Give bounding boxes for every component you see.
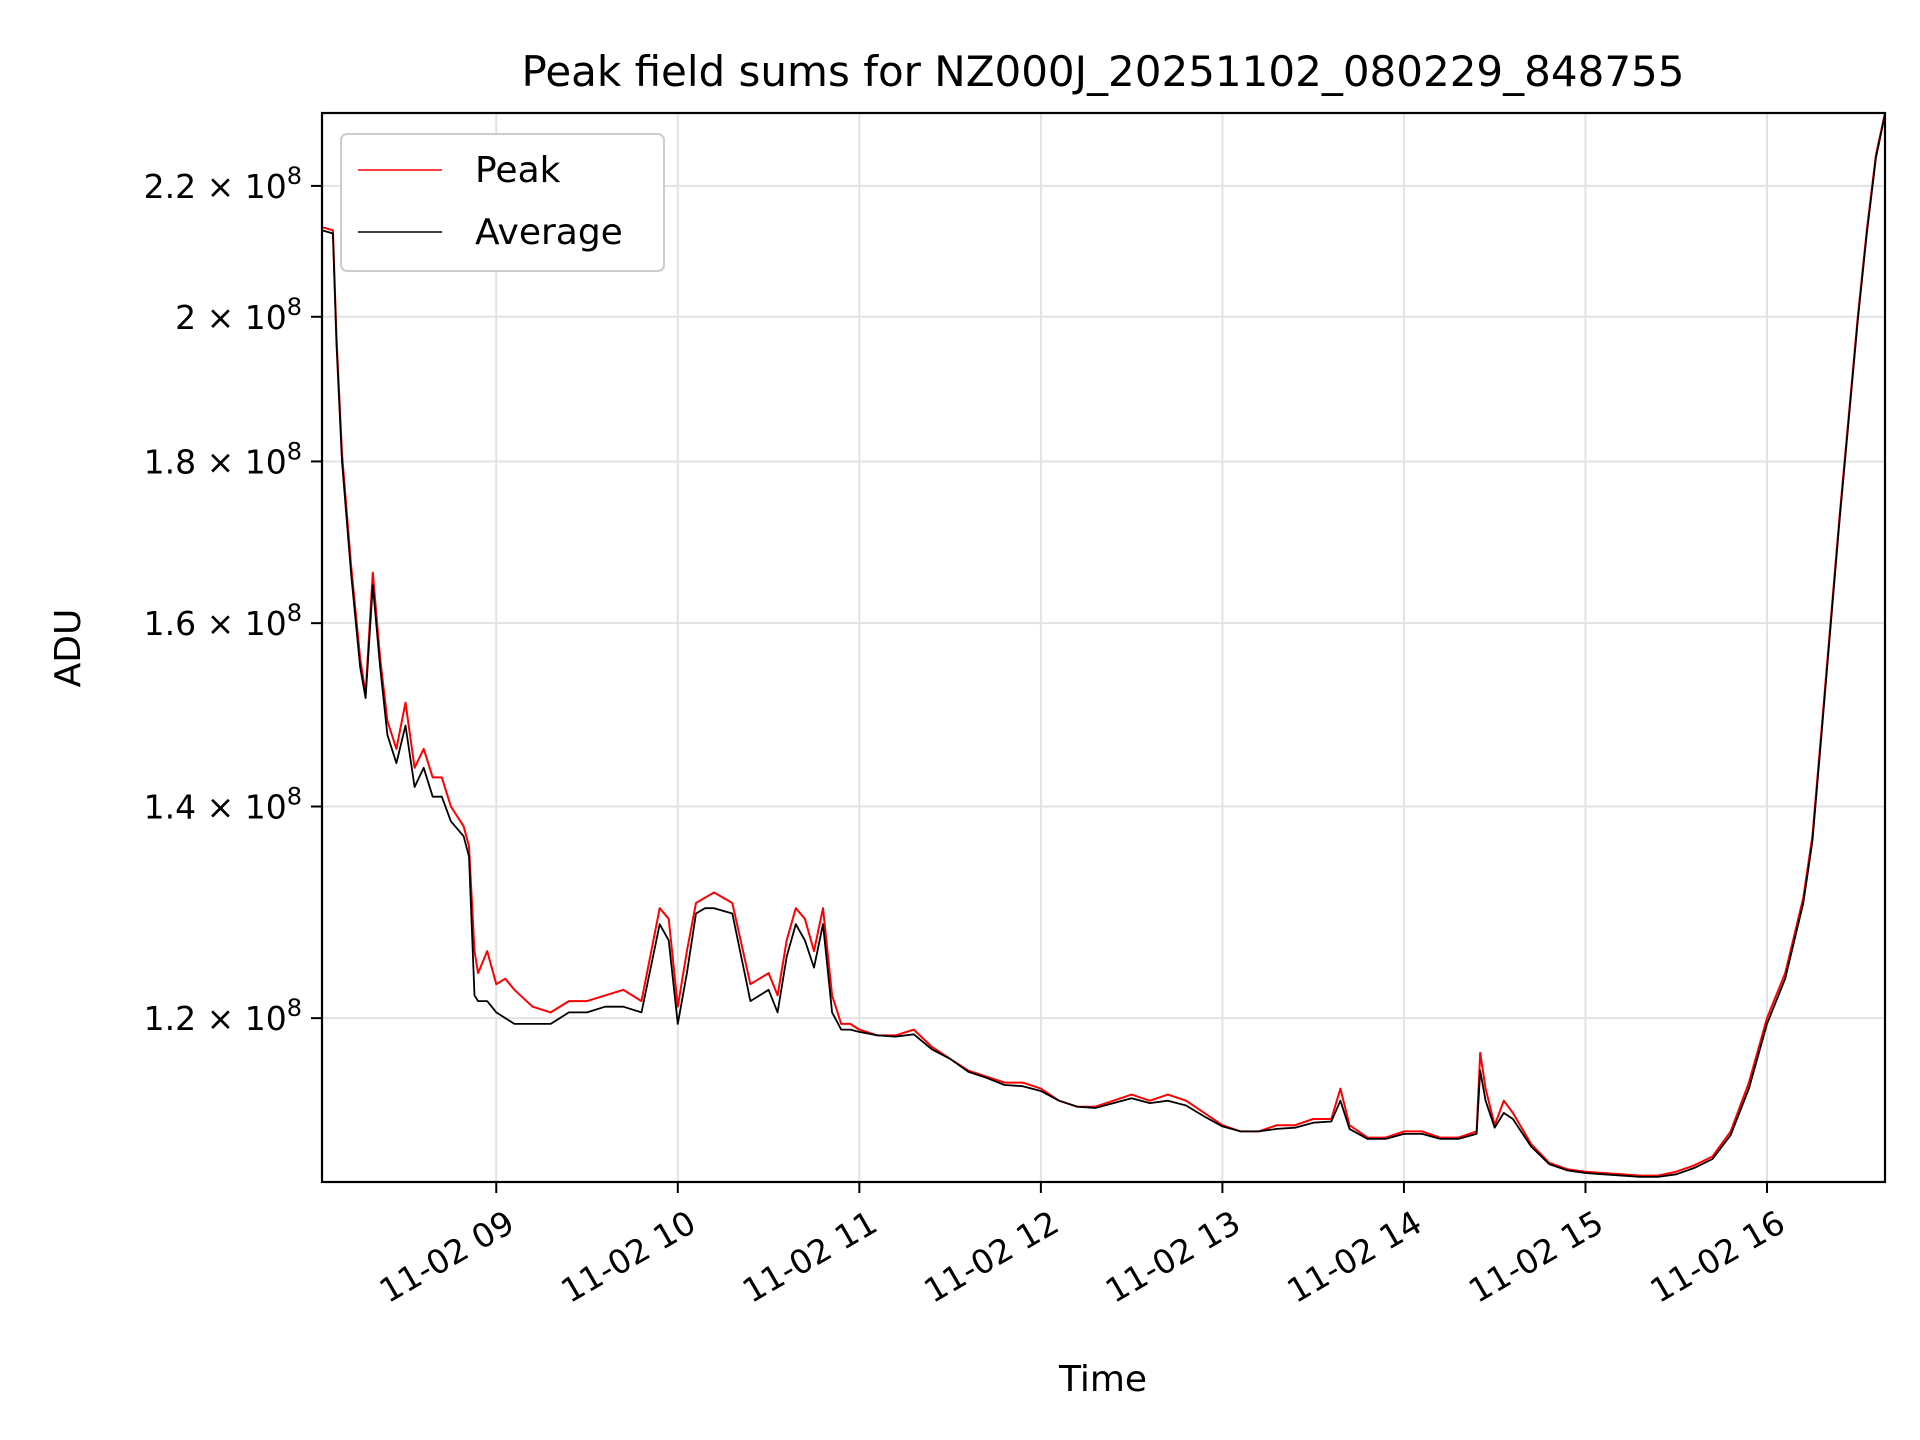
y-axis-label: ADU — [48, 609, 89, 688]
y-tick-label: 1.6 × 108 — [144, 599, 302, 643]
legend-peak-label: Peak — [475, 150, 561, 191]
series-line-average — [321, 114, 1886, 1178]
y-tick-label: 1.2 × 108 — [144, 994, 302, 1038]
grid-lines — [322, 113, 1885, 1182]
y-tick-label: 1.4 × 108 — [144, 782, 302, 826]
y-tick-label: 1.8 × 108 — [144, 437, 302, 481]
plot-frame — [320, 111, 1887, 1184]
y-axis-ticks: 1.2 × 108 1.4 × 108 1.6 × 108 1.8 × 108 2 × … — [144, 162, 322, 1038]
y-tick-label: 2.2 × 108 — [144, 162, 302, 206]
x-axis-label: Time — [1058, 1359, 1147, 1400]
series-lines — [321, 112, 1886, 1178]
legend-box — [340, 133, 665, 272]
legend: Peak Average — [340, 133, 665, 272]
chart-title: Peak field sums for NZ000J_20251102_0802… — [522, 47, 1685, 96]
legend-average-label: Average — [475, 212, 623, 253]
y-tick-label: 2 × 108 — [175, 293, 302, 337]
series-line-peak — [321, 112, 1886, 1177]
